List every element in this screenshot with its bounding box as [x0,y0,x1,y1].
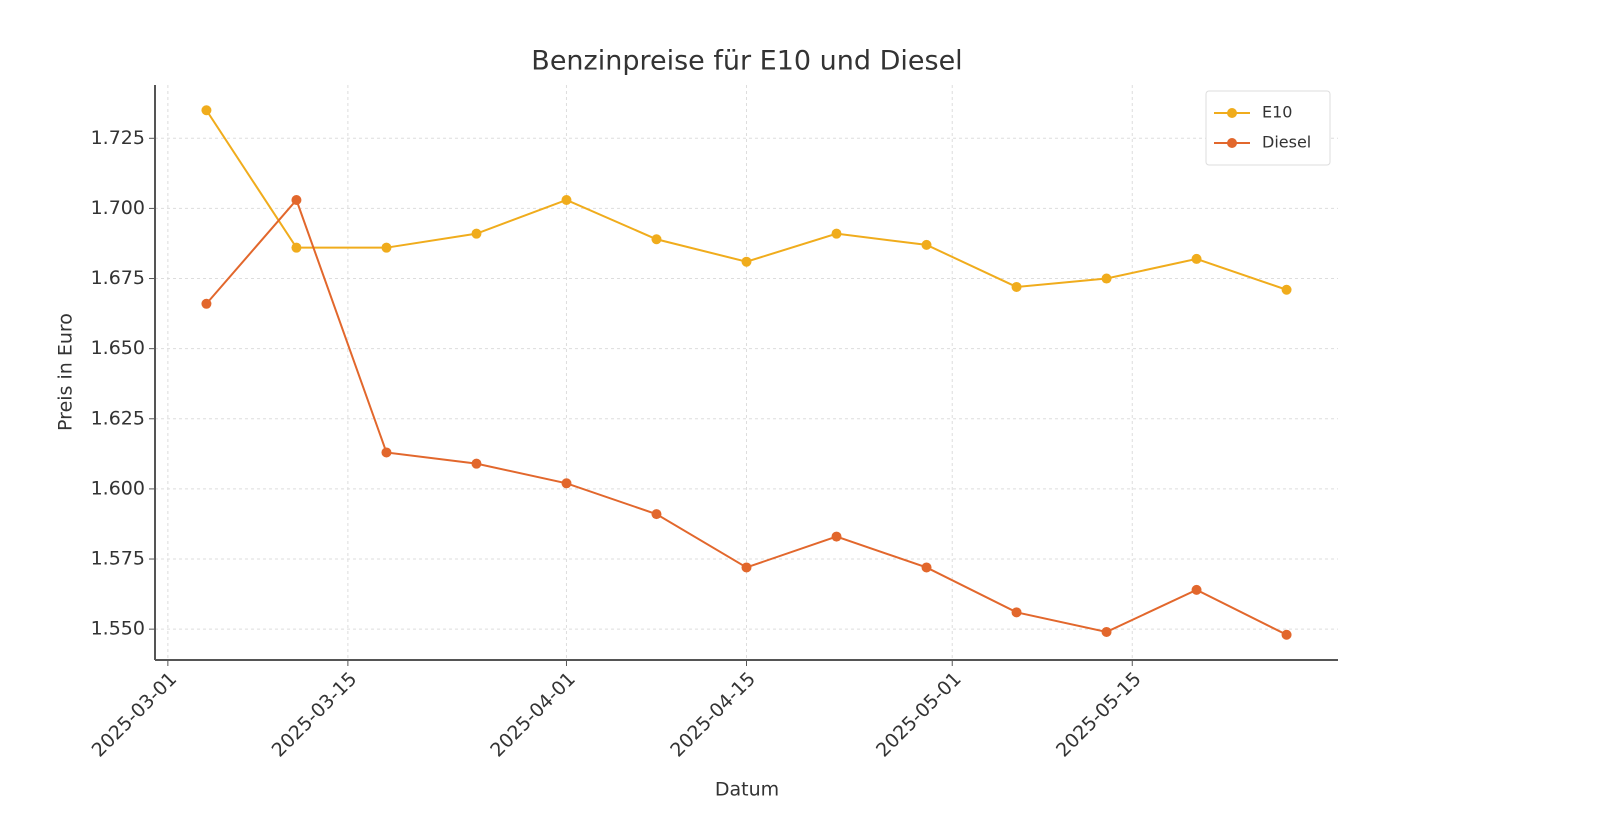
data-point [741,256,752,267]
data-point [291,195,302,205]
data-point [1281,629,1292,640]
x-tick-label: 2025-05-15 [1052,668,1146,762]
data-point [921,562,932,573]
y-tick-label: 1.550 [91,618,145,640]
data-point [1101,273,1112,284]
data-point [561,195,572,205]
x-tick-label: 2025-03-15 [268,668,362,762]
data-point [741,562,752,573]
legend-label: Diesel [1262,133,1311,152]
data-point [1191,584,1202,595]
chart-title: Benzinpreise für E10 und Diesel [531,46,962,77]
y-tick-label: 1.600 [91,477,145,499]
data-point [201,105,212,116]
x-tick-label: 2025-05-01 [872,668,966,762]
x-axis-label: Datum [715,779,779,801]
data-point [831,228,842,239]
legend-marker [1227,108,1237,118]
data-point [561,478,572,489]
x-tick-label: 2025-04-01 [486,668,580,762]
y-tick-label: 1.700 [91,197,145,219]
data-point [1011,281,1022,292]
data-point [471,458,482,469]
data-point [381,447,392,458]
y-tick-label: 1.675 [91,267,145,289]
y-tick-label: 1.650 [91,337,145,359]
y-tick-label: 1.625 [91,407,145,429]
data-point [471,228,482,239]
data-point [1281,284,1292,295]
y-tick-label: 1.725 [91,127,145,149]
data-point [381,242,392,253]
data-point [201,298,212,309]
data-point [1191,253,1202,264]
x-tick-label: 2025-03-01 [88,668,182,762]
data-point [291,242,302,253]
legend-box [1205,90,1331,166]
y-tick-label: 1.575 [91,548,145,570]
legend-label: E10 [1262,103,1292,122]
data-point [651,234,662,245]
data-point [1101,626,1112,637]
data-point [1011,607,1022,618]
legend-marker [1227,138,1237,148]
data-point [831,531,842,542]
legend: E10 Diesel [1205,90,1331,166]
y-axis-label: Preis in Euro [55,313,77,431]
data-point [651,509,662,520]
x-tick-label: 2025-04-15 [666,668,760,762]
data-point [921,239,932,250]
